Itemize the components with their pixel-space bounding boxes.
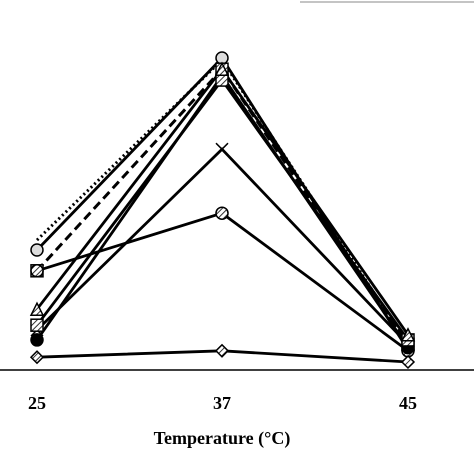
marker xyxy=(400,327,416,342)
marker xyxy=(30,264,44,278)
marker xyxy=(30,243,44,257)
marker xyxy=(30,318,44,332)
series-line xyxy=(35,66,410,336)
marker xyxy=(215,142,229,156)
series-line xyxy=(36,147,410,346)
marker xyxy=(214,343,230,358)
series-line xyxy=(35,57,410,346)
x-axis-label: Temperature (°C) xyxy=(154,428,291,449)
marker xyxy=(30,333,44,347)
x-tick-label: 25 xyxy=(28,393,46,413)
marker xyxy=(29,350,45,365)
series-line xyxy=(35,55,410,351)
marker xyxy=(29,301,45,316)
marker xyxy=(400,354,416,370)
marker xyxy=(214,61,230,76)
x-tick-label: 45 xyxy=(399,393,417,413)
series-line xyxy=(36,211,409,352)
marker xyxy=(215,206,229,220)
x-tick-label: 37 xyxy=(213,393,231,413)
